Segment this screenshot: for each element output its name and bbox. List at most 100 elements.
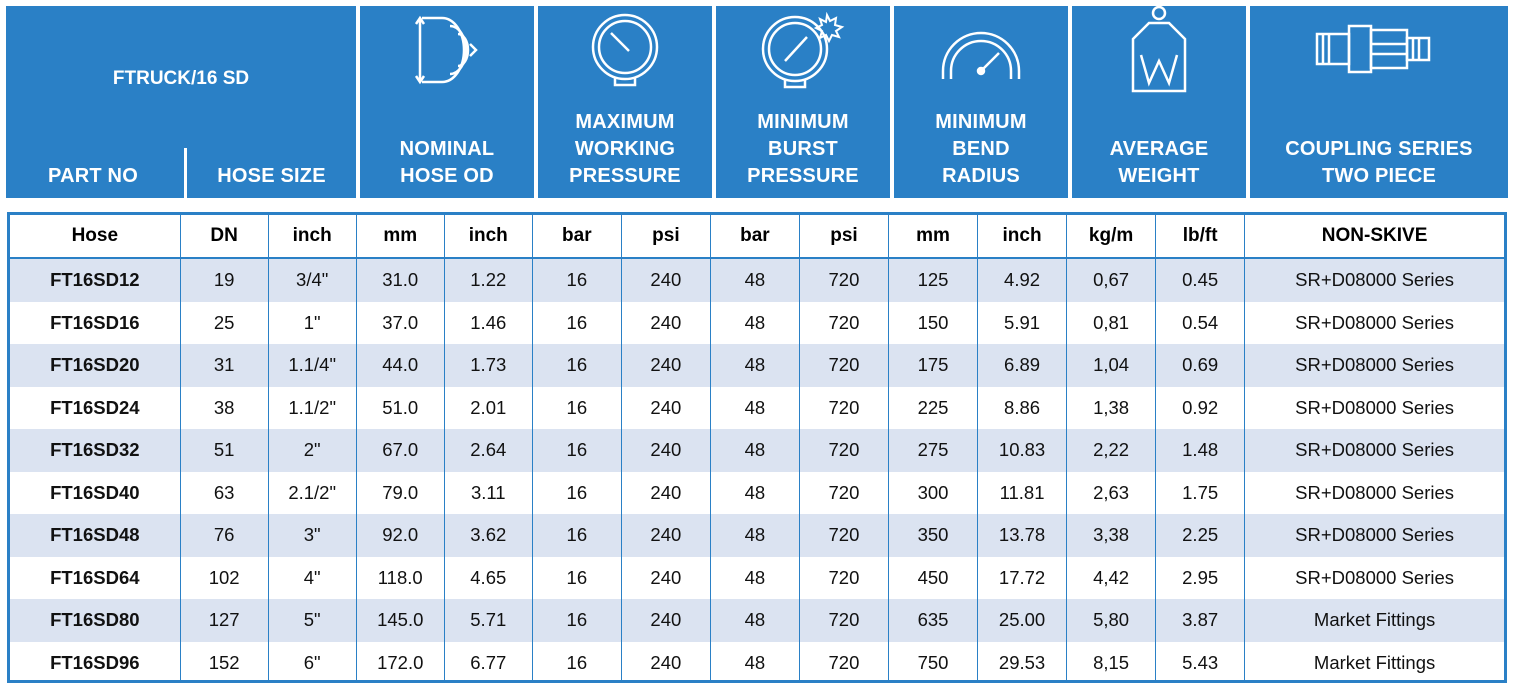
table-cell: 3" — [268, 514, 357, 557]
table-cell: 16 — [532, 429, 622, 472]
table-cell: 1.75 — [1155, 471, 1246, 514]
table-cell: 300 — [888, 471, 979, 514]
unit-cell: mm — [888, 215, 979, 259]
table-row: FT16SD32 51 2" 67.0 2.64 16 240 48 720 275 10.83 2,… — [10, 429, 1504, 472]
table-row: FT16SD96 152 6" 172.0 6.77 16 240 48 720 750 29.53… — [10, 641, 1504, 680]
weight-icon — [1072, 5, 1246, 93]
hose-size-label: HOSE SIZE — [217, 165, 326, 187]
table-cell: SR+D08000 Series — [1244, 429, 1504, 472]
table-cell: 67.0 — [356, 429, 445, 472]
table-cell: 51.0 — [356, 386, 445, 429]
table-cell: 0.69 — [1155, 344, 1246, 387]
table-cell: 48 — [710, 599, 800, 642]
table-cell: 1.22 — [444, 258, 533, 302]
table-row: FT16SD64 102 4" 118.0 4.65 16 240 48 720 450 17.72… — [10, 556, 1504, 599]
table-cell: 0,81 — [1066, 301, 1157, 344]
table-cell: 48 — [710, 301, 800, 344]
table-cell: 5.71 — [444, 599, 533, 642]
table-cell: 48 — [710, 344, 800, 387]
table-cell: 4.92 — [977, 258, 1068, 302]
table-cell: 19 — [180, 258, 269, 302]
col-line1: MAXIMUM — [575, 111, 675, 133]
table-cell: 2.95 — [1155, 556, 1246, 599]
table-cell: SR+D08000 Series — [1244, 258, 1504, 302]
table-cell: 720 — [799, 514, 889, 557]
spec-table-grid: Hose DN inch mm inch bar psi bar psi mm … — [10, 215, 1504, 680]
table-cell: 48 — [710, 514, 800, 557]
table-cell: 29.53 — [977, 641, 1068, 680]
spec-table: Hose DN inch mm inch bar psi bar psi mm … — [7, 212, 1507, 683]
table-cell: 5" — [268, 599, 357, 642]
table-cell: 6.77 — [444, 641, 533, 680]
table-cell: SR+D08000 Series — [1244, 301, 1504, 344]
table-cell: 102 — [180, 556, 269, 599]
col-line3: WEIGHT — [1118, 165, 1200, 187]
part-number-cell: FT16SD16 — [10, 301, 181, 344]
table-cell: 48 — [710, 641, 800, 680]
table-cell: 6.89 — [977, 344, 1068, 387]
table-cell: 51 — [180, 429, 269, 472]
table-row: FT16SD48 76 3" 92.0 3.62 16 240 48 720 350 13.78 3,… — [10, 514, 1504, 557]
header-divider — [184, 148, 187, 203]
col-line1: MINIMUM — [935, 111, 1027, 133]
table-cell: 240 — [621, 641, 711, 680]
table-cell: 48 — [710, 471, 800, 514]
part-number-cell: FT16SD32 — [10, 429, 181, 472]
table-cell: 720 — [799, 471, 889, 514]
part-number-cell: FT16SD80 — [10, 599, 181, 642]
table-cell: 275 — [888, 429, 979, 472]
table-cell: 240 — [621, 386, 711, 429]
hose-cross-section-icon — [360, 8, 534, 92]
table-cell: 2,63 — [1066, 471, 1157, 514]
table-cell: 0.45 — [1155, 258, 1246, 302]
table-cell: 175 — [888, 344, 979, 387]
table-cell: 720 — [799, 386, 889, 429]
table-cell: 6" — [268, 641, 357, 680]
table-cell: 150 — [888, 301, 979, 344]
unit-cell: DN — [180, 215, 269, 259]
table-cell: 25.00 — [977, 599, 1068, 642]
col-line2: WORKING — [574, 138, 676, 160]
table-cell: 2.64 — [444, 429, 533, 472]
table-cell: 48 — [710, 429, 800, 472]
table-cell: 16 — [532, 301, 622, 344]
table-cell: SR+D08000 Series — [1244, 514, 1504, 557]
table-cell: SR+D08000 Series — [1244, 344, 1504, 387]
header-min-burst-pressure: MINIMUM BURST PRESSURE — [716, 6, 890, 198]
table-cell: 48 — [710, 386, 800, 429]
table-cell: 240 — [621, 556, 711, 599]
col-line3: PRESSURE — [569, 165, 681, 187]
part-number-cell: FT16SD96 — [10, 641, 181, 680]
col-line2: COUPLING SERIES — [1285, 138, 1473, 160]
table-cell: SR+D08000 Series — [1244, 471, 1504, 514]
table-cell: 2,22 — [1066, 429, 1157, 472]
table-body: FT16SD12 19 3/4" 31.0 1.22 16 240 48 720 125 4.92 0… — [10, 258, 1504, 680]
table-cell: 720 — [799, 556, 889, 599]
table-cell: 240 — [621, 471, 711, 514]
table-cell: 11.81 — [977, 471, 1068, 514]
table-cell: 17.72 — [977, 556, 1068, 599]
table-cell: 63 — [180, 471, 269, 514]
col-line2: NOMINAL — [399, 138, 495, 160]
unit-cell: lb/ft — [1155, 215, 1246, 259]
unit-cell: psi — [621, 215, 711, 259]
units-row: Hose DN inch mm inch bar psi bar psi mm … — [10, 215, 1504, 259]
table-cell: 240 — [621, 344, 711, 387]
table-cell: 225 — [888, 386, 979, 429]
col-line2: BEND — [952, 138, 1010, 160]
part-number-cell: FT16SD24 — [10, 386, 181, 429]
table-cell: 1,04 — [1066, 344, 1157, 387]
burst-gauge-icon — [716, 8, 890, 92]
table-cell: 2.01 — [444, 386, 533, 429]
table-cell: 13.78 — [977, 514, 1068, 557]
table-cell: 240 — [621, 514, 711, 557]
table-cell: 350 — [888, 514, 979, 557]
coupling-icon — [1250, 8, 1508, 92]
unit-cell: inch — [268, 215, 357, 259]
unit-cell: NON-SKIVE — [1244, 215, 1504, 259]
col-line2: AVERAGE — [1109, 138, 1209, 160]
table-row: FT16SD24 38 1.1/2" 51.0 2.01 16 240 48 720 225 8.8… — [10, 386, 1504, 429]
table-cell: 152 — [180, 641, 269, 680]
table-cell: 16 — [532, 386, 622, 429]
table-cell: 240 — [621, 301, 711, 344]
